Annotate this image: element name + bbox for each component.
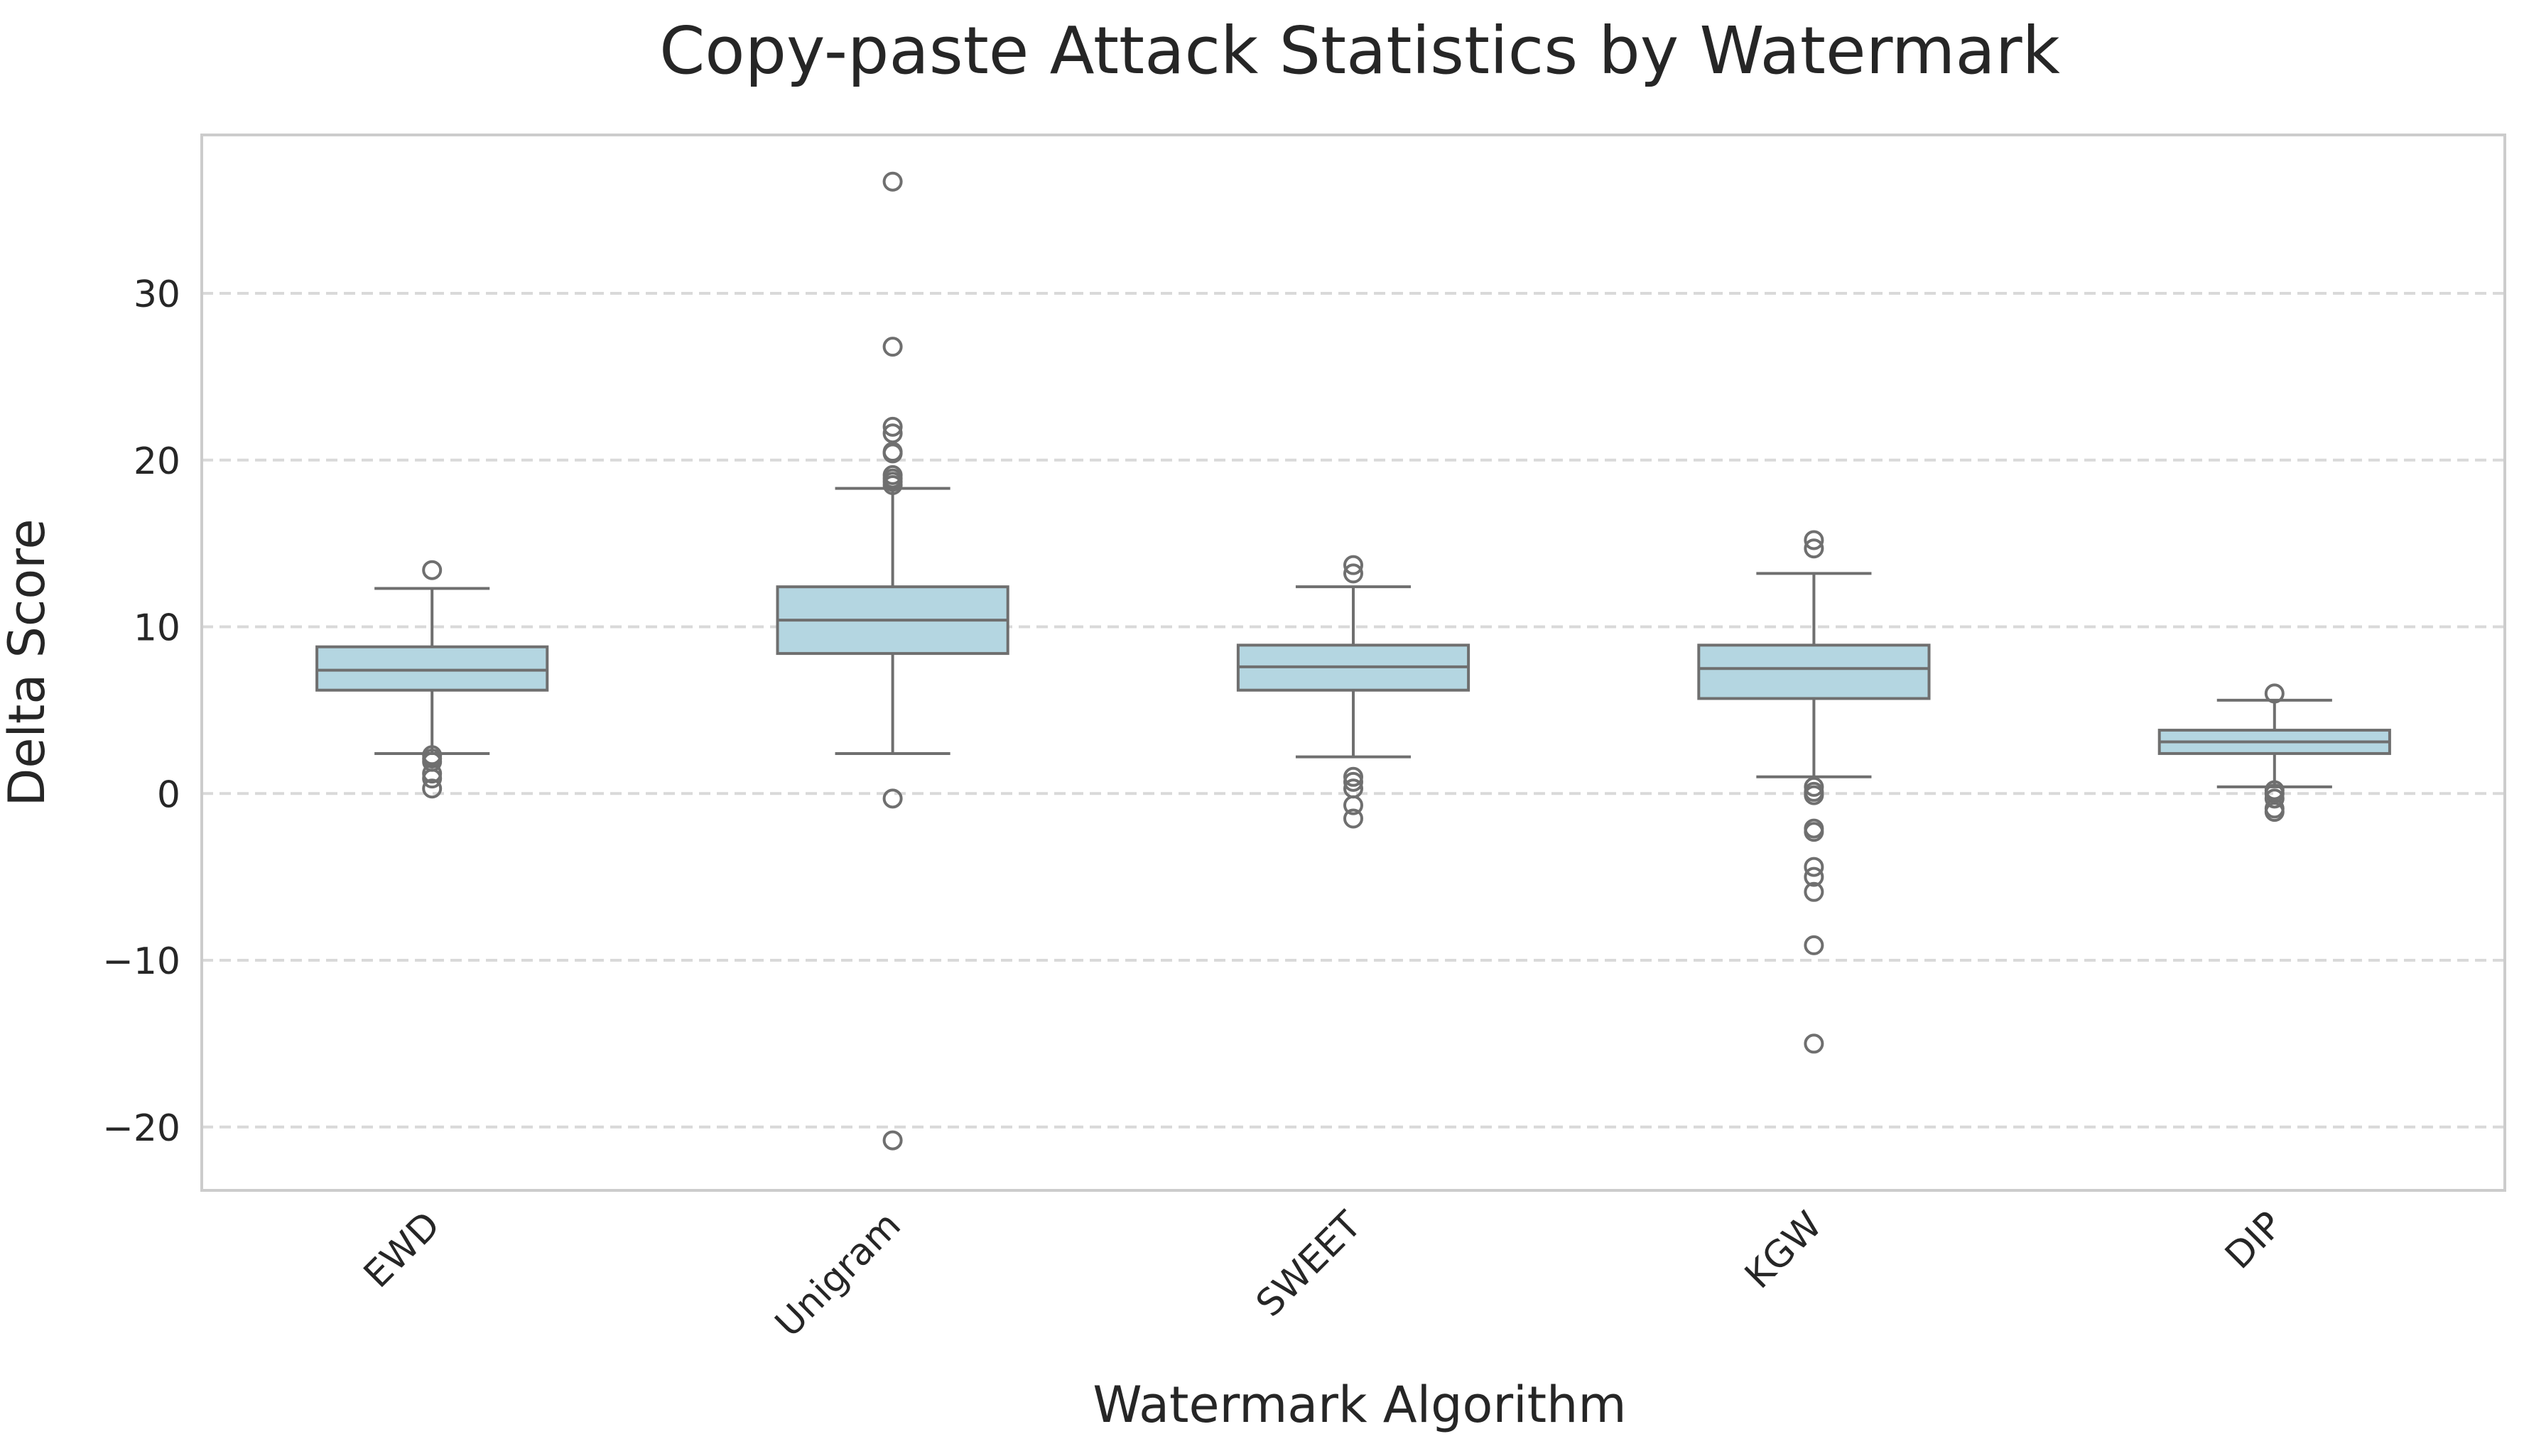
outlier-point: [1804, 538, 1824, 559]
iqr-box: [315, 645, 549, 692]
outlier-point: [882, 337, 903, 357]
grid-lines: [202, 292, 2505, 1129]
box-group-unigram: [776, 171, 1009, 1151]
outlier-point: [882, 788, 903, 809]
chart-title: Copy-paste Attack Statistics by Watermar…: [659, 13, 2061, 89]
outlier-point: [1343, 771, 1363, 792]
y-axis-label: Delta Score: [0, 518, 56, 806]
boxes-layer: [315, 171, 2391, 1151]
outlier-point: [1804, 530, 1824, 550]
y-tick-label: 30: [134, 273, 180, 316]
box-group-dip: [2157, 683, 2391, 822]
outlier-point: [2264, 802, 2285, 822]
iqr-box: [1697, 643, 1931, 700]
outlier-point: [882, 1130, 903, 1151]
outlier-point: [1804, 881, 1824, 902]
y-tick-label: 10: [134, 607, 180, 650]
y-tick-label: −20: [102, 1107, 180, 1150]
outlier-point: [1804, 935, 1824, 955]
box-group-kgw: [1697, 530, 1931, 1054]
outlier-point: [882, 474, 903, 495]
plot-frame: [200, 134, 2506, 1192]
outlier-point: [1804, 857, 1824, 877]
y-tick-label: 20: [134, 440, 180, 483]
outlier-point: [1804, 1033, 1824, 1054]
outlier-point: [1343, 808, 1363, 829]
outlier-point: [882, 416, 903, 437]
outlier-point: [882, 443, 903, 464]
outlier-point: [1804, 866, 1824, 887]
outlier-point: [2264, 788, 2285, 809]
outlier-point: [1343, 563, 1363, 584]
outlier-point: [422, 560, 443, 580]
box-group-sweet: [1236, 555, 1470, 829]
y-tick-labels: −20 −10 0 10 20 30: [102, 273, 180, 1150]
outlier-point: [882, 171, 903, 192]
outlier-point: [1804, 822, 1824, 842]
box-group-ewd: [315, 560, 549, 799]
outlier-point: [1804, 785, 1824, 805]
x-axis-label: Watermark Algorithm: [1093, 1376, 1626, 1434]
outlier-point: [1343, 555, 1363, 575]
outlier-point: [1343, 795, 1363, 815]
outlier-point: [422, 778, 443, 799]
y-tick-label: −10: [102, 940, 180, 983]
y-tick-label: 0: [157, 773, 180, 816]
outlier-point: [422, 768, 443, 789]
outlier-point: [2264, 683, 2285, 704]
